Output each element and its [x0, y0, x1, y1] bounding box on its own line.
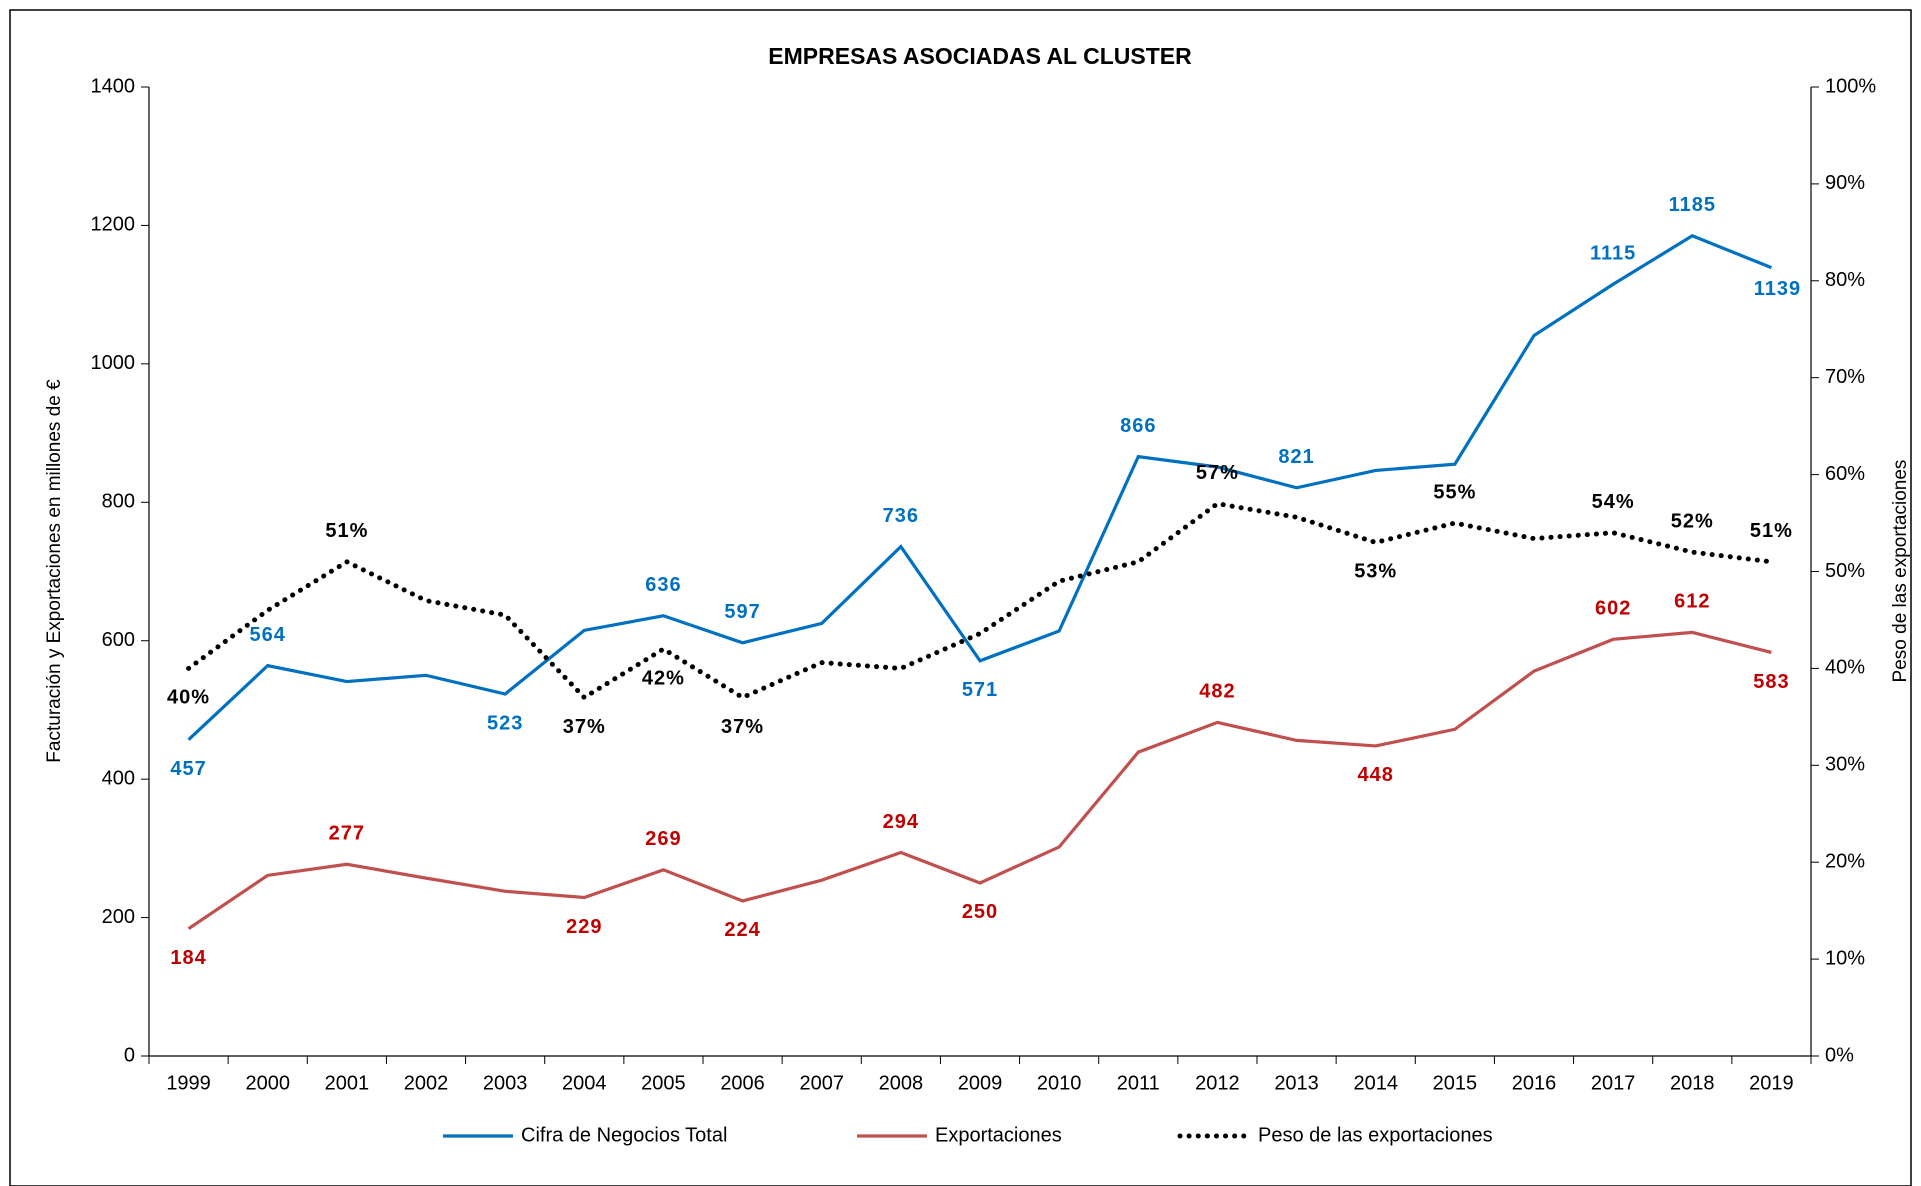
- y2-tick-label: 60%: [1825, 463, 1865, 485]
- series-line: [187, 234, 1773, 741]
- y-tick-label: 600: [102, 629, 135, 651]
- legend-label: Exportaciones: [935, 1124, 1062, 1146]
- x-tick-label: 2002: [404, 1072, 449, 1094]
- data-label: 448: [1358, 764, 1394, 786]
- x-tick-label: 2005: [641, 1072, 686, 1094]
- x-tick-label: 2017: [1591, 1072, 1636, 1094]
- data-label: 42%: [642, 667, 685, 689]
- y-tick-label: 1000: [91, 352, 136, 374]
- data-label: 523: [487, 712, 523, 734]
- data-label: 40%: [167, 687, 210, 709]
- y2-tick-label: 70%: [1825, 366, 1865, 388]
- data-label: 37%: [721, 716, 764, 738]
- data-label: 294: [883, 811, 919, 833]
- data-label: 55%: [1433, 481, 1476, 503]
- data-label: 51%: [325, 520, 368, 542]
- data-label: 1185: [1669, 194, 1716, 216]
- y2-tick-label: 100%: [1825, 75, 1876, 97]
- x-tick-label: 2001: [325, 1072, 370, 1094]
- y-tick-label: 200: [102, 906, 135, 928]
- x-tick-label: 2016: [1512, 1072, 1557, 1094]
- y2-tick-label: 20%: [1825, 850, 1865, 872]
- y2-tick-label: 0%: [1825, 1044, 1854, 1066]
- x-tick-label: 2011: [1117, 1072, 1160, 1094]
- x-tick-label: 1999: [166, 1072, 211, 1094]
- data-label: 250: [962, 901, 998, 923]
- data-label: 224: [724, 919, 760, 941]
- data-label: 184: [170, 947, 206, 969]
- x-tick-label: 2014: [1353, 1072, 1398, 1094]
- series-line: [187, 630, 1772, 930]
- y-tick-label: 400: [102, 767, 135, 789]
- x-tick-label: 2007: [799, 1072, 844, 1094]
- y2-tick-label: 80%: [1825, 269, 1865, 291]
- x-tick-label: 2009: [958, 1072, 1003, 1094]
- data-label: 736: [883, 505, 919, 527]
- y-tick-label: 800: [102, 491, 135, 513]
- data-label: 583: [1753, 671, 1789, 693]
- data-label: 571: [962, 679, 998, 701]
- y-axis-label: Facturación y Exportaciones en millones …: [44, 379, 65, 763]
- data-label: 821: [1278, 446, 1314, 468]
- data-label: 1115: [1590, 243, 1636, 265]
- data-label: 53%: [1354, 561, 1397, 583]
- y2-tick-label: 50%: [1825, 560, 1865, 582]
- x-tick-label: 2008: [879, 1072, 924, 1094]
- data-label: 602: [1595, 598, 1631, 620]
- y2-tick-label: 90%: [1825, 172, 1865, 194]
- x-tick-label: 2004: [562, 1072, 607, 1094]
- data-label: 1139: [1754, 278, 1801, 300]
- data-label: 457: [170, 758, 206, 780]
- data-label: 57%: [1196, 462, 1239, 484]
- x-tick-label: 2012: [1195, 1072, 1240, 1094]
- data-label: 269: [645, 828, 681, 850]
- y2-tick-label: 10%: [1825, 947, 1865, 969]
- data-label: 54%: [1592, 491, 1635, 513]
- x-tick-label: 2003: [483, 1072, 528, 1094]
- data-label: 597: [724, 601, 760, 623]
- legend-label: Peso de las exportaciones: [1258, 1124, 1493, 1146]
- x-tick-label: 2006: [720, 1072, 765, 1094]
- x-tick-label: 2010: [1037, 1072, 1082, 1094]
- y-tick-label: 0: [124, 1044, 135, 1066]
- data-label: 51%: [1750, 520, 1793, 542]
- chart-frame: [9, 9, 1912, 1186]
- data-label: 52%: [1671, 510, 1714, 532]
- y2-axis-label: Peso de las exportaciones: [1890, 460, 1911, 683]
- x-tick-label: 2015: [1433, 1072, 1478, 1094]
- data-label: 37%: [563, 716, 606, 738]
- data-label: 482: [1199, 681, 1235, 703]
- data-label: 229: [566, 916, 602, 938]
- x-tick-label: 2000: [245, 1072, 290, 1094]
- data-label: 277: [329, 823, 365, 845]
- series-line: [186, 501, 1774, 701]
- data-label: 866: [1120, 415, 1156, 437]
- data-label: 612: [1674, 591, 1710, 613]
- y2-tick-label: 30%: [1825, 754, 1865, 776]
- x-tick-label: 2019: [1749, 1072, 1794, 1094]
- x-tick-label: 2013: [1274, 1072, 1319, 1094]
- data-label: 636: [645, 574, 681, 596]
- legend-label: Cifra de Negocios Total: [521, 1124, 727, 1146]
- data-label: 564: [250, 624, 286, 646]
- y2-tick-label: 40%: [1825, 657, 1865, 679]
- chart-title: EMPRESAS ASOCIADAS AL CLUSTER: [768, 43, 1192, 69]
- y-tick-label: 1200: [91, 214, 136, 236]
- x-tick-label: 2018: [1670, 1072, 1715, 1094]
- y-tick-label: 1400: [91, 75, 136, 97]
